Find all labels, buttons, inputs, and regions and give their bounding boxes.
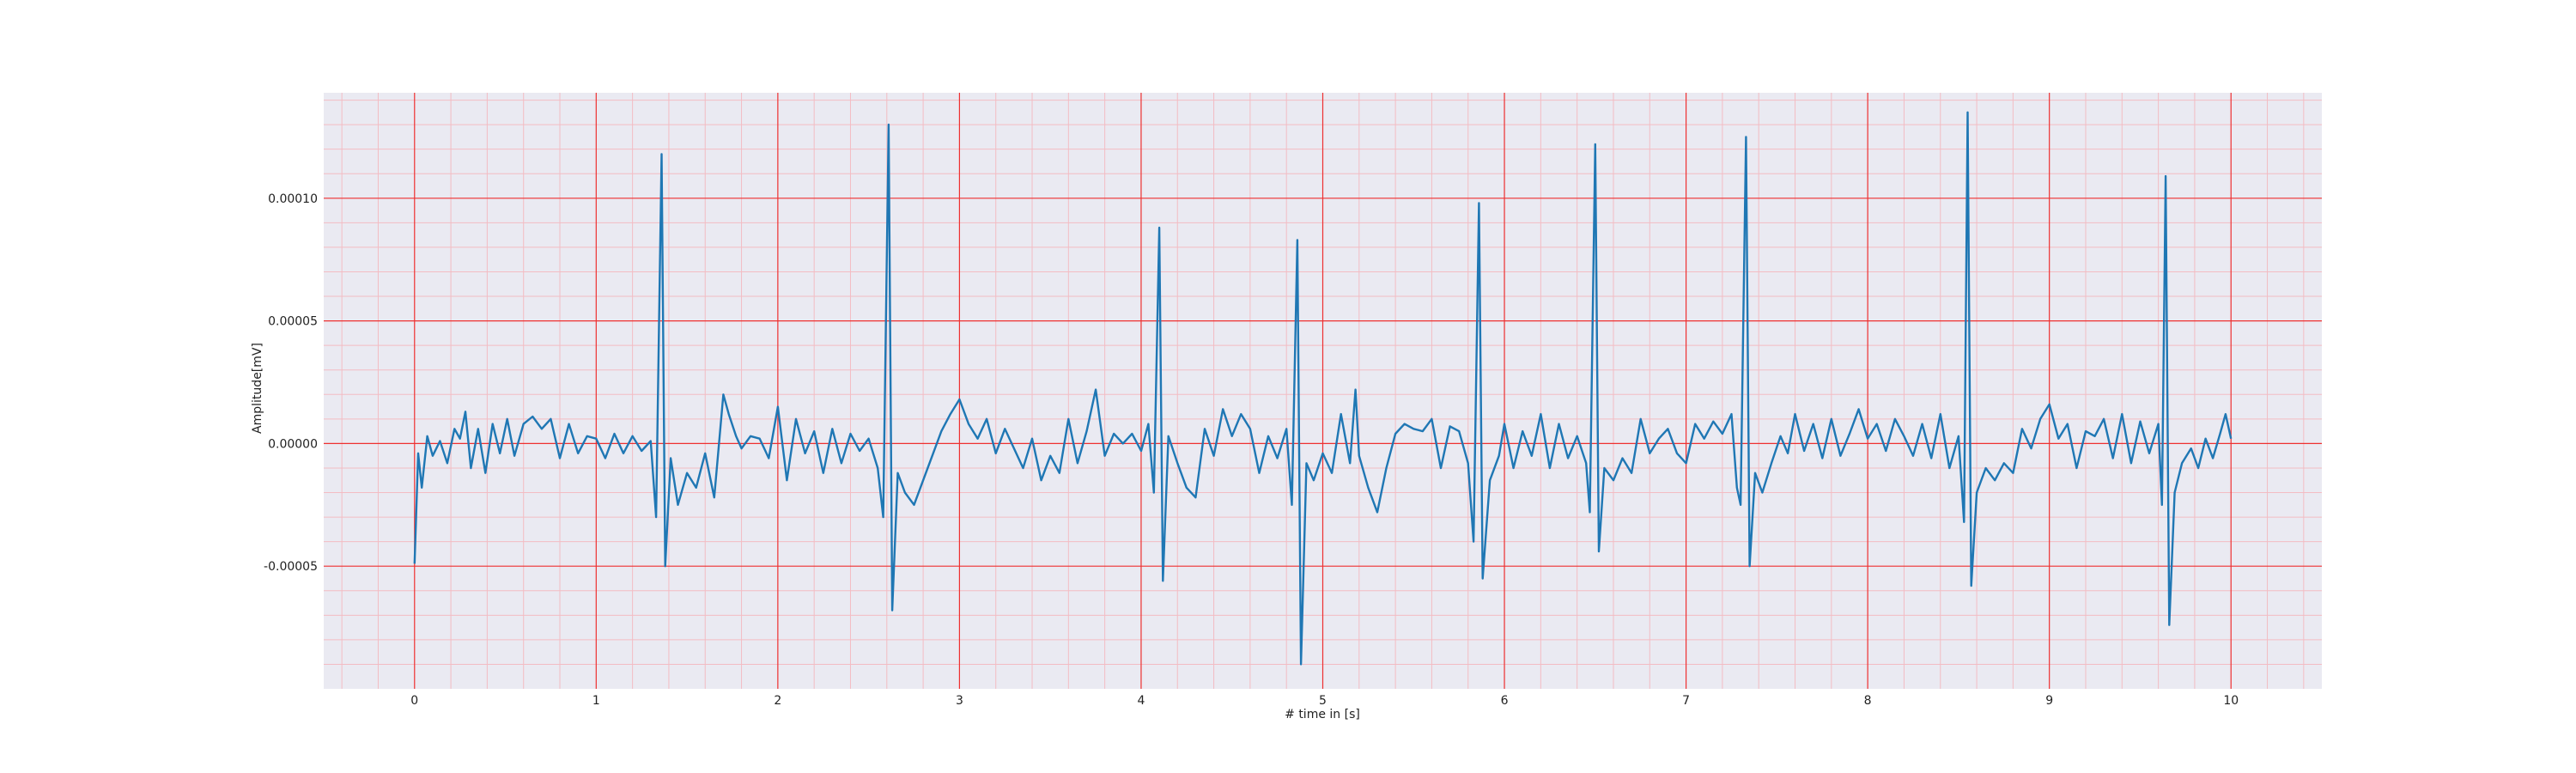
x-tick-label: 8 bbox=[1864, 694, 1872, 708]
x-tick-label: 6 bbox=[1501, 694, 1509, 708]
y-tick-label: 0.00005 bbox=[268, 315, 318, 329]
x-tick-label: 2 bbox=[774, 694, 781, 708]
y-tick-label: 0.00000 bbox=[268, 437, 318, 451]
y-axis-label: Amplitude[mV] bbox=[251, 343, 264, 434]
x-tick-label: 4 bbox=[1137, 694, 1145, 708]
x-tick-label: 7 bbox=[1682, 694, 1690, 708]
x-tick-label: 0 bbox=[410, 694, 418, 708]
y-tick-label: -0.00005 bbox=[264, 560, 318, 574]
x-tick-label: 10 bbox=[2223, 694, 2239, 708]
x-tick-labels: 0 1 2 3 4 5 6 7 8 9 10 bbox=[410, 694, 2239, 708]
x-tick-label: 9 bbox=[2045, 694, 2053, 708]
series-line bbox=[413, 111, 2233, 666]
x-tick-label: 5 bbox=[1319, 694, 1327, 708]
y-tick-labels: -0.00005 0.00000 0.00005 0.00010 bbox=[264, 192, 318, 574]
x-tick-label: 1 bbox=[592, 694, 600, 708]
x-axis-label: # time in [s] bbox=[1285, 708, 1360, 721]
y-tick-label: 0.00010 bbox=[268, 192, 318, 206]
x-tick-label: 3 bbox=[956, 694, 963, 708]
